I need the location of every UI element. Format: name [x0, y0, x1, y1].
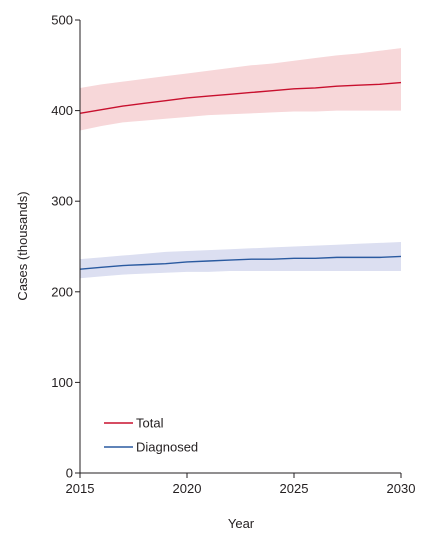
total-confidence-band	[80, 48, 401, 131]
y-tick-label: 400	[51, 103, 73, 118]
legend: Total Diagnosed	[104, 416, 198, 455]
x-axis-title: Year	[228, 516, 255, 531]
y-tick-label: 100	[51, 375, 73, 390]
series-lines	[79, 81, 402, 270]
y-tick-label: 300	[51, 194, 73, 209]
confidence-bands	[80, 48, 401, 279]
legend-label-diagnosed: Diagnosed	[136, 440, 198, 455]
y-axis-title: Cases (thousands)	[15, 191, 30, 300]
total-series-line	[79, 81, 402, 115]
x-tick-label: 2025	[280, 481, 309, 496]
x-tick-label: 2015	[66, 481, 95, 496]
x-tick-label: 2030	[387, 481, 416, 496]
x-tick-label: 2020	[173, 481, 202, 496]
y-tick-label: 0	[66, 466, 73, 481]
y-tick-label: 200	[51, 284, 73, 299]
y-tick-label: 500	[51, 13, 73, 28]
y-axis-ticks: 0 100 200 300 400 500	[51, 13, 80, 481]
x-axis-ticks: 2015 2020 2025 2030	[66, 473, 416, 496]
diagnosed-series-line	[79, 255, 402, 270]
legend-label-total: Total	[136, 416, 164, 431]
